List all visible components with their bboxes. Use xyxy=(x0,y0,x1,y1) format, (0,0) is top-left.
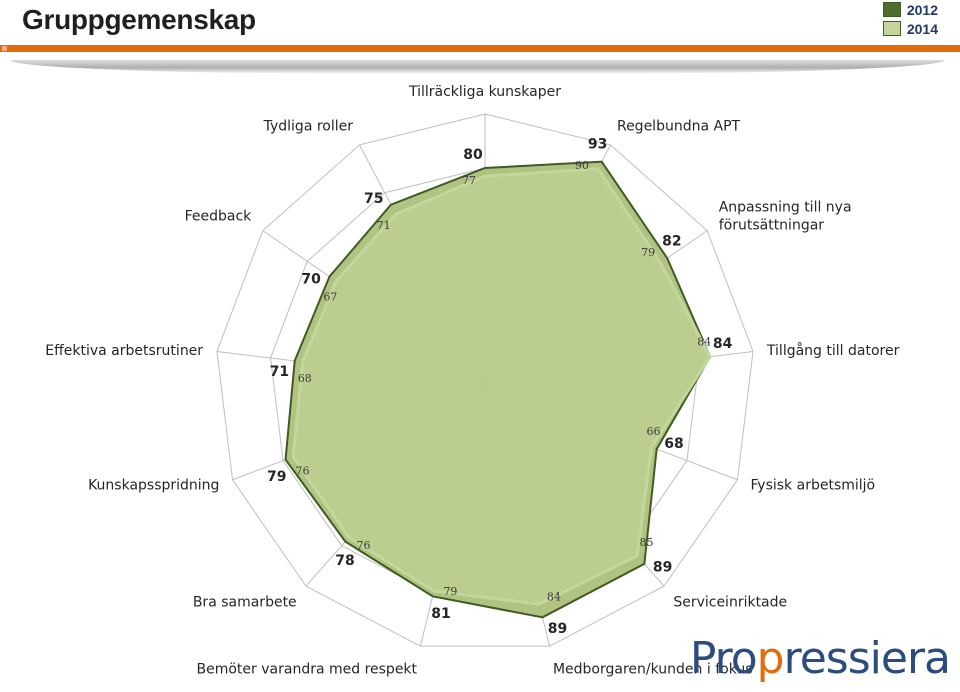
category-label: Tydliga roller xyxy=(263,119,354,135)
data-label-2012: 68 xyxy=(664,436,683,452)
category-label: Tillräckliga kunskaper xyxy=(408,84,561,100)
data-label-2012: 70 xyxy=(301,272,321,288)
data-label-2014: 79 xyxy=(641,246,655,259)
data-label-2014: 76 xyxy=(296,464,310,477)
data-label-2014: 79 xyxy=(443,585,457,598)
category-label: Feedback xyxy=(185,209,253,225)
data-label-2012: 93 xyxy=(588,137,607,153)
category-label: Anpassning till nya förutsättningar xyxy=(719,200,852,234)
category-label: Tillgång till datorer xyxy=(766,342,900,359)
data-label-2014: 84 xyxy=(547,590,561,603)
data-label-2014: 76 xyxy=(357,539,371,552)
category-label: Bra samarbete xyxy=(193,595,297,611)
data-label-2014: 66 xyxy=(647,425,661,438)
category-label: Kunskapsspridning xyxy=(88,478,219,494)
data-label-2012: 75 xyxy=(364,191,383,207)
header-shadow xyxy=(10,60,945,74)
header-divider xyxy=(0,45,960,52)
legend-label-2014: 2014 xyxy=(906,20,938,37)
chart-legend: 2012 2014 xyxy=(882,0,938,38)
data-label-2014: 77 xyxy=(462,174,476,187)
data-label-2012: 89 xyxy=(548,621,567,637)
data-label-2012: 84 xyxy=(713,336,733,352)
data-label-2012: 79 xyxy=(267,469,286,485)
category-label: Medborgaren/kunden i fokus xyxy=(553,662,753,678)
data-label-2014: 85 xyxy=(640,536,654,549)
data-label-2012: 78 xyxy=(335,553,354,569)
data-label-2012: 82 xyxy=(662,233,681,249)
data-label-2014: 67 xyxy=(323,291,337,304)
category-label: Bemöter varandra med respekt xyxy=(197,662,418,678)
data-label-2012: 89 xyxy=(653,559,672,575)
legend-swatch-2012 xyxy=(882,2,901,17)
data-label-2012: 71 xyxy=(270,364,289,380)
legend-item-2012: 2012 xyxy=(882,0,938,19)
legend-label-2012: 2012 xyxy=(906,1,938,18)
page-title: Gruppgemenskap xyxy=(22,4,256,35)
data-label-2012: 81 xyxy=(431,606,450,622)
data-label-2012: 80 xyxy=(463,147,483,163)
series-2014-area xyxy=(291,167,712,606)
data-label-2014: 84 xyxy=(697,335,711,348)
header-divider-dot xyxy=(2,46,7,51)
category-label: Effektiva arbetsrutiner xyxy=(45,343,203,359)
data-label-2014: 71 xyxy=(377,219,391,232)
category-label: Fysisk arbetsmiljö xyxy=(751,478,876,494)
legend-item-2014: 2014 xyxy=(882,19,938,38)
data-label-2014: 68 xyxy=(298,372,312,385)
category-label: Regelbundna APT xyxy=(617,119,741,135)
progressiera-logo: Propressiera xyxy=(689,633,951,684)
category-label: Serviceinriktade xyxy=(673,595,787,611)
grid-ring xyxy=(216,113,754,647)
data-label-2014: 90 xyxy=(575,159,589,172)
legend-swatch-2014 xyxy=(882,21,901,36)
